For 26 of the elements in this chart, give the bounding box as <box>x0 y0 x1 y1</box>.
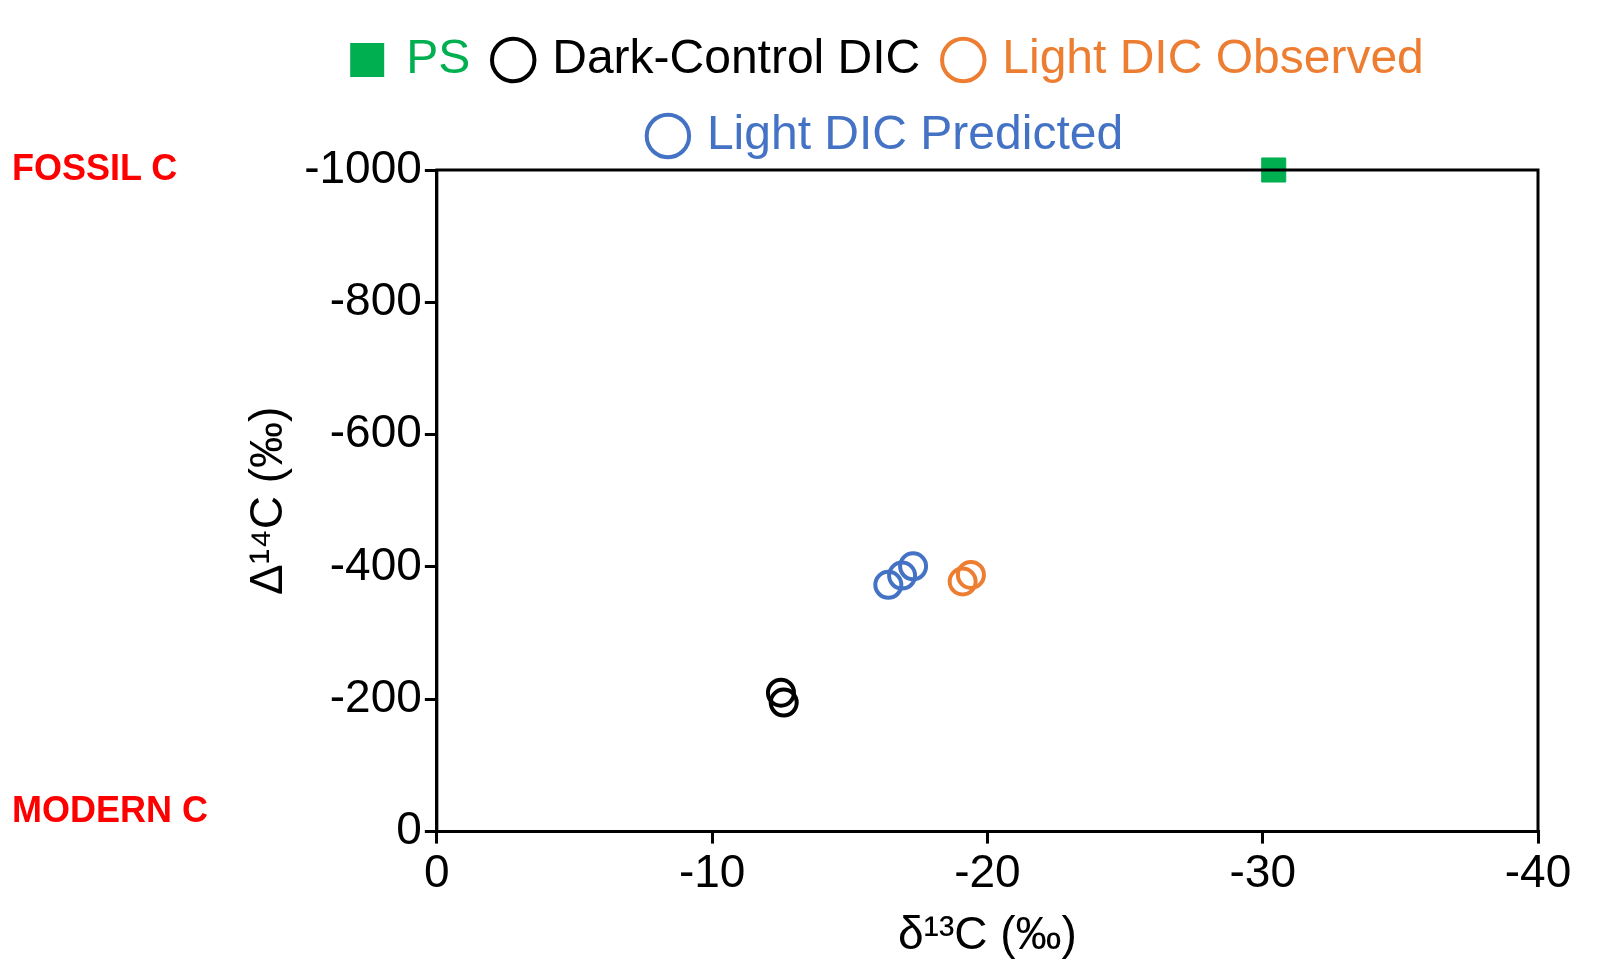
x-tick-label: -40 <box>1504 844 1572 897</box>
point <box>947 566 978 597</box>
y-axis-title: Δ¹⁴C (‰) <box>240 406 293 596</box>
point <box>1261 157 1287 183</box>
point <box>873 569 904 600</box>
legend-label: Dark-Control DIC <box>552 30 921 84</box>
y-tick-label: -200 <box>329 669 422 722</box>
x-axis-title: δ¹³C (‰) <box>897 907 1077 960</box>
point <box>768 687 799 718</box>
y-tick-label: -1000 <box>304 140 422 193</box>
text: MODERN C <box>12 788 208 830</box>
point <box>765 677 796 708</box>
point <box>887 560 918 591</box>
x-tick-label: -10 <box>678 844 746 897</box>
legend-label: PS <box>406 30 471 84</box>
legend-label: Light DIC Predicted <box>706 106 1124 160</box>
y-tick-label: -400 <box>329 537 422 590</box>
y-tick-label: -800 <box>329 273 422 326</box>
y-tick-label: 0 <box>396 802 422 855</box>
x-tick-label: -20 <box>954 844 1021 897</box>
y-tick-label: -600 <box>329 405 422 458</box>
point <box>955 559 986 590</box>
legend-label: Light DIC Observed <box>1002 30 1424 84</box>
point <box>898 551 929 582</box>
text: FOSSIL C <box>12 146 178 188</box>
x-tick-label: -30 <box>1229 844 1296 897</box>
